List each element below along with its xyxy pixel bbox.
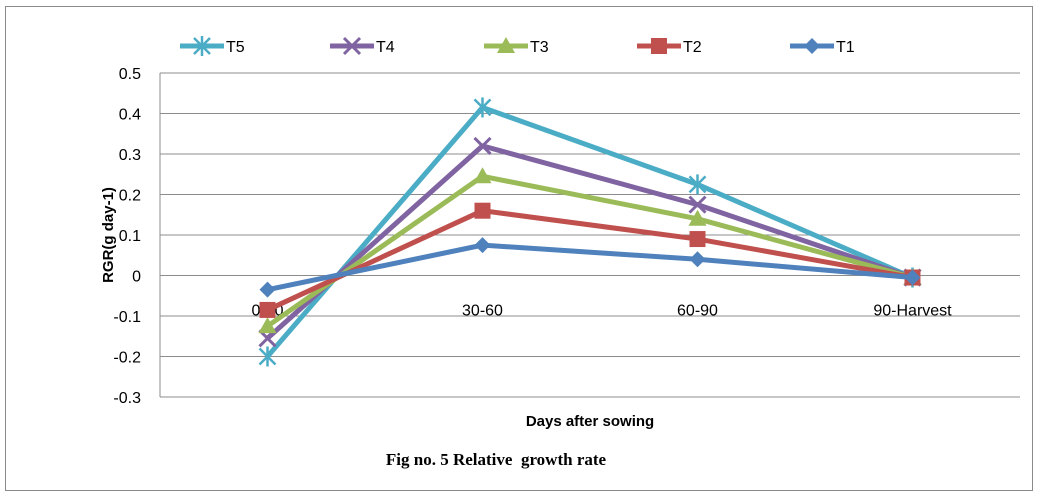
series-line <box>266 173 914 329</box>
data-point <box>904 269 921 286</box>
legend-item-t2: T2 <box>637 38 702 56</box>
legend-label: T1 <box>836 39 855 56</box>
series-line <box>266 208 913 313</box>
data-point <box>342 36 362 56</box>
legend-item-t3: T3 <box>484 37 549 56</box>
data-point <box>651 38 667 54</box>
data-point <box>473 167 492 184</box>
x-axis-title: Days after sowing <box>526 413 654 430</box>
legend-item-t4: T4 <box>330 36 395 56</box>
y-tick-label: -0.3 <box>113 390 141 407</box>
y-tick-label: 0.4 <box>119 107 141 124</box>
x-tick-label: 30-60 <box>462 303 503 320</box>
y-tick-label: 0.1 <box>119 228 141 245</box>
data-point <box>259 281 276 298</box>
y-tick-label: 0.5 <box>119 66 141 83</box>
x-tick-label: 90-Harvest <box>873 303 952 320</box>
y-tick-label: 0 <box>132 269 141 286</box>
figure-caption: Fig no. 5 Relative growth rate <box>386 450 607 469</box>
legend-item-t1: T1 <box>790 38 855 56</box>
gridlines <box>159 72 1020 398</box>
series-line <box>265 143 914 341</box>
data-point <box>474 237 491 254</box>
data-point <box>804 38 820 54</box>
y-axis-ticks: 0.5 0.4 0.3 0.2 0.1 0 -0.1 -0.2 -0.3 <box>113 66 141 407</box>
legend: T5 T4 T3 T2 T1 <box>180 36 855 56</box>
data-point <box>258 346 277 367</box>
legend-label: T2 <box>683 39 702 56</box>
data-point <box>473 97 492 118</box>
data-point <box>689 231 706 248</box>
y-tick-label: -0.2 <box>113 350 141 367</box>
y-tick-label: 0.3 <box>119 147 141 164</box>
data-point <box>473 136 492 155</box>
x-tick-label: 60-90 <box>677 303 718 320</box>
series-t5 <box>258 97 922 367</box>
data-point <box>688 174 707 195</box>
data-point <box>688 195 707 214</box>
data-point <box>688 209 707 226</box>
series-line <box>266 242 913 293</box>
series-t4 <box>258 136 922 348</box>
y-axis-title: RGR(g day-1) <box>100 187 117 283</box>
series-t1 <box>259 237 921 298</box>
series-line <box>265 104 914 359</box>
data-point <box>689 251 706 268</box>
y-tick-label: -0.1 <box>113 309 141 326</box>
data-point <box>258 317 277 334</box>
data-point <box>474 202 491 219</box>
data-point <box>193 36 211 56</box>
y-tick-label: 0.2 <box>119 188 141 205</box>
legend-label: T4 <box>376 39 395 56</box>
legend-label: T5 <box>226 39 245 56</box>
legend-label: T3 <box>530 39 549 56</box>
data-point <box>259 301 276 318</box>
series-lines <box>258 97 922 367</box>
legend-item-t5: T5 <box>180 36 245 56</box>
data-point <box>497 37 515 53</box>
